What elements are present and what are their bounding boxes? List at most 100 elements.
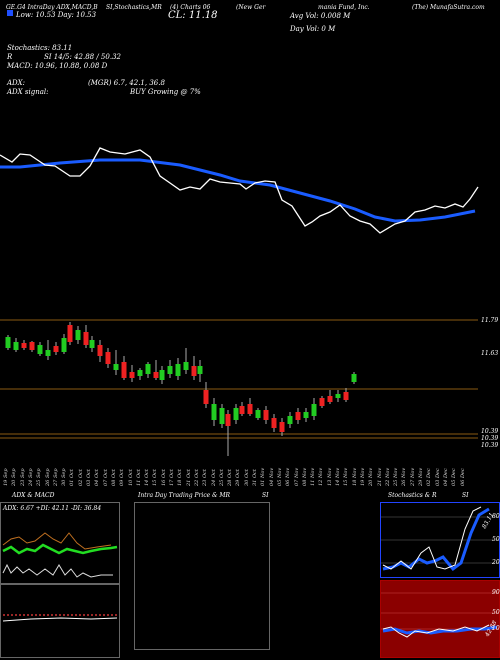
stoch-panel-si: SI [462, 492, 469, 499]
date-axis-label: 24 Sep [27, 468, 34, 486]
intraday-panel [134, 502, 270, 650]
date-axis-label: 24 Oct [210, 469, 217, 486]
date-axis-label: 21 Nov [376, 467, 383, 486]
date-axis-label: 31 Oct [252, 469, 258, 486]
date-axis-label: 22 Oct [193, 469, 200, 486]
date-axis-label: 01 Nov [260, 467, 267, 486]
candle-body [29, 342, 35, 350]
close-price: CL: 11.18 [168, 10, 218, 21]
date-axis-label: 29 Nov [418, 467, 424, 486]
candle-body [211, 404, 217, 420]
header-title-5: mania Fund, Inc. [318, 4, 370, 11]
candle-body [191, 366, 197, 376]
candle-body [175, 364, 181, 376]
date-axis-label: 26 Nov [401, 467, 408, 486]
stochastics-panel: 80 50 20 83.11 [380, 502, 500, 578]
adx-signal-text: BUY Growing @ 7% [130, 88, 201, 96]
candle-body [129, 372, 135, 378]
candle-body [75, 330, 81, 340]
si-panel: 90 50 10 42.88 [380, 580, 500, 658]
price-level-label: 10.39 [481, 428, 499, 435]
date-axis-label: 08 Nov [301, 467, 308, 486]
candle-body [183, 362, 189, 370]
candle-body [67, 325, 73, 342]
date-axis-label: 02 Oct [77, 469, 84, 486]
candle-body [37, 345, 43, 354]
moving-average-line [0, 158, 476, 223]
adx-panel: ADX: 6.67 +DI: 42.11 -DI: 36.84 [0, 502, 120, 584]
candle-body [219, 408, 225, 424]
header-title: GE.G4 IntraDay ADX,MACD,B [6, 4, 98, 11]
candle-body [233, 408, 239, 420]
adx-panel-values: ADX: 6.67 +DI: 42.11 -DI: 36.84 [3, 505, 102, 512]
candle-body [327, 396, 333, 402]
price-level-label: 11.79 [481, 317, 499, 324]
date-axis-label: 14 Nov [335, 467, 341, 486]
candle-body [105, 352, 111, 364]
date-axis-label: 11 Nov [310, 467, 317, 486]
candle-body [167, 366, 173, 374]
date-axis-label: 05 Nov [276, 467, 283, 486]
date-axis-label: 13 Nov [326, 467, 333, 486]
candle-body [319, 398, 325, 406]
date-axis-label: 23 Oct [202, 469, 209, 486]
date-axis-label: 23 Sep [19, 468, 26, 486]
date-axis-label: 19 Sep [3, 468, 9, 486]
candle-body [271, 418, 277, 428]
candle-body [279, 422, 285, 432]
date-axis-label: 10 Oct [127, 469, 134, 486]
candle-body [113, 364, 119, 370]
avg-volume: Avg Vol: 0.008 M [290, 12, 351, 20]
date-axis-label: 07 Nov [293, 467, 300, 486]
candle-body [53, 346, 59, 352]
candle-body [137, 370, 143, 376]
adx-values: (MGR) 6.7, 42.1, 36.8 [88, 79, 165, 87]
date-axis-label: 15 Nov [343, 467, 350, 486]
price-line [0, 147, 479, 234]
candle-body [45, 350, 51, 356]
candle-body [153, 372, 159, 378]
si-level-label: 50 [492, 609, 500, 616]
macd-lines [2, 614, 118, 622]
si-level-label: 10 [492, 625, 500, 632]
candle-body [159, 370, 165, 380]
date-axis-label: 20 Sep [11, 468, 18, 486]
date-axis-label: 18 Nov [351, 467, 358, 486]
candle-body [295, 412, 301, 420]
candlestick-chart [0, 319, 478, 456]
date-axis-label: 30 Oct [243, 469, 250, 486]
candle-body [89, 340, 95, 348]
stochastics-lines [381, 506, 499, 572]
date-axis-label: 29 Oct [235, 469, 242, 486]
candle-body [351, 374, 357, 382]
price-ma-chart [0, 147, 479, 234]
candle-body [61, 338, 67, 352]
header-title-4: (New Ger [236, 4, 266, 11]
date-axis-label: 11 Oct [135, 469, 142, 486]
candle-body [21, 343, 27, 348]
date-axis-label: 12 Nov [318, 467, 325, 486]
candle-body [121, 362, 127, 378]
si-value: SI 14/5: 42.88 / 50.32 [44, 53, 121, 61]
candle-body [13, 342, 19, 350]
r-label: R [7, 53, 13, 61]
date-axis-label: 04 Oct [94, 469, 101, 486]
stoch-level-label: 50 [492, 536, 500, 543]
date-axis-label: 07 Oct [102, 469, 109, 486]
intraday-panel-si: SI [262, 492, 269, 499]
date-axis-label: 04 Dec [442, 468, 449, 486]
date-axis-label: 06 Dec [459, 468, 466, 486]
date-axis-label: 18 Oct [177, 469, 184, 486]
price-level-label: 10.39 [481, 435, 499, 442]
date-axis-label: 14 Oct [144, 469, 151, 486]
candle-body [343, 392, 349, 400]
candle-body [311, 404, 317, 416]
candle-body [287, 416, 293, 424]
candle-body [83, 332, 89, 345]
candle-body [97, 345, 103, 356]
intraday-panel-title: Intra Day Trading Price & MR [138, 492, 231, 499]
candle-body [225, 414, 231, 426]
candle-body [255, 410, 261, 418]
date-axis-label: 08 Oct [110, 469, 117, 486]
stoch-level-label: 20 [492, 559, 500, 566]
